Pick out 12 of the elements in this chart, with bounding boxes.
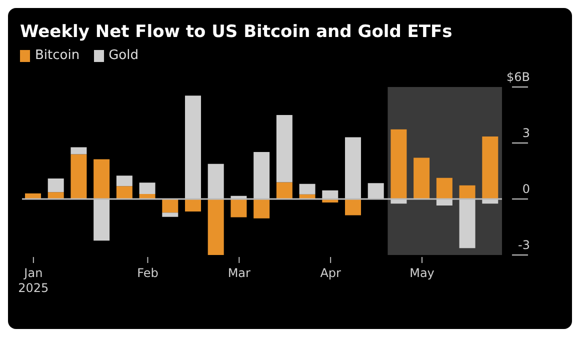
x-tick-label: Jan 2025 — [18, 266, 49, 295]
x-tick-label: Mar — [228, 266, 251, 280]
y-tick-label: $6B — [506, 70, 530, 84]
y-tick-label: -3 — [518, 238, 530, 252]
x-tick-label: Apr — [320, 266, 342, 280]
y-tick-label: 3 — [522, 126, 530, 140]
legend-label: Gold — [108, 48, 138, 63]
y-tick-label: 0 — [522, 182, 530, 196]
chart-title: Weekly Net Flow to US Bitcoin and Gold ETFs — [19, 21, 454, 42]
x-tick-label: Feb — [137, 266, 158, 280]
x-tick-label: May — [410, 266, 434, 280]
legend-label: Bitcoin — [34, 48, 80, 63]
